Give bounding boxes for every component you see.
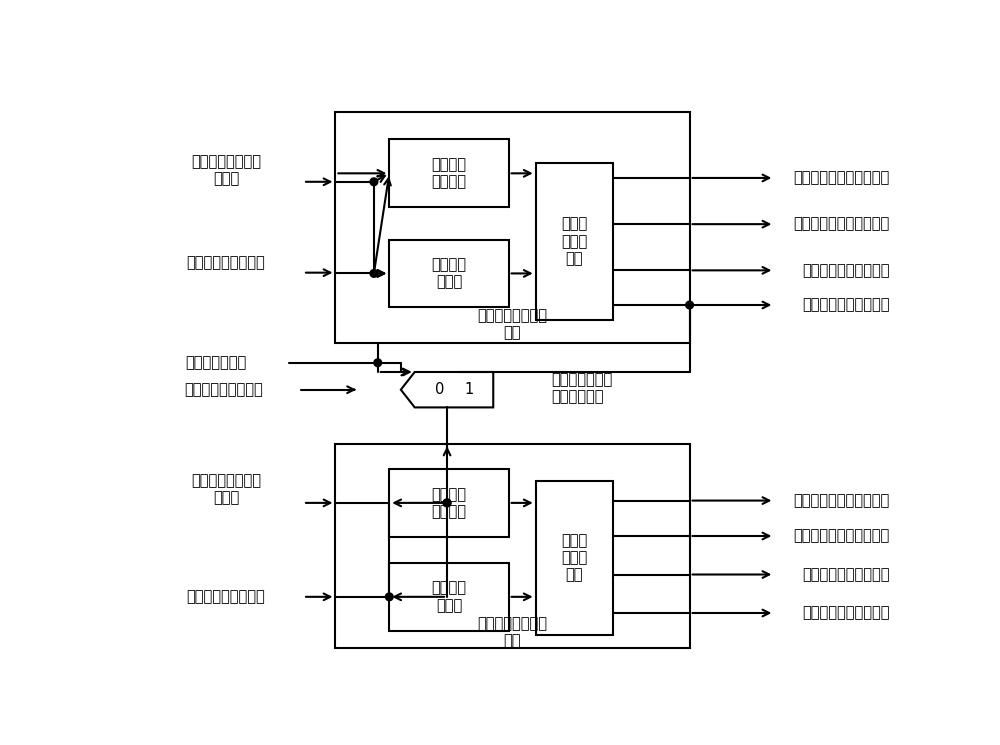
Text: 外部帧同步信号: 外部帧同步信号 [185, 355, 247, 370]
Text: 0: 0 [435, 382, 444, 397]
Text: 第二路视频像素时钟信号: 第二路视频像素时钟信号 [794, 493, 890, 508]
Circle shape [385, 593, 393, 600]
Text: 第一路视频使能信号: 第一路视频使能信号 [184, 382, 263, 397]
Bar [389, 469, 509, 536]
Bar [536, 481, 613, 635]
Text: 帧内行数
计数器: 帧内行数 计数器 [431, 257, 466, 290]
Text: 第二路视频时序产
生器: 第二路视频时序产 生器 [478, 616, 548, 648]
Text: 1: 1 [464, 382, 473, 397]
Text: 第一路视频格式参数: 第一路视频格式参数 [187, 255, 265, 270]
Text: 第一路视频行同步信号: 第一路视频行同步信号 [802, 263, 890, 278]
Bar [335, 112, 690, 343]
Circle shape [370, 178, 378, 186]
Bar [335, 443, 690, 647]
Text: 第一路视频数据有效信号: 第一路视频数据有效信号 [794, 217, 890, 232]
Circle shape [686, 301, 693, 309]
Text: 第一路视频帧同步信号: 第一路视频帧同步信号 [802, 297, 890, 312]
Text: 第二路视频像素时
钟信号: 第二路视频像素时 钟信号 [191, 473, 261, 505]
Circle shape [370, 270, 378, 277]
Bar [536, 162, 613, 320]
Circle shape [443, 499, 451, 507]
Polygon shape [401, 372, 493, 408]
Text: 帧内行数
计数器: 帧内行数 计数器 [431, 580, 466, 613]
Text: 第一路视频像素时
钟信号: 第一路视频像素时 钟信号 [191, 154, 261, 186]
Text: 第二路视频数据有效信号: 第二路视频数据有效信号 [794, 528, 890, 544]
Text: 第二路视频外同
步信号选择器: 第二路视频外同 步信号选择器 [551, 372, 612, 405]
Text: 第一路视频时序产
生器: 第一路视频时序产 生器 [478, 308, 548, 340]
Text: 行内像素
数计数器: 行内像素 数计数器 [431, 157, 466, 189]
Text: 第二路视频格式参数: 第二路视频格式参数 [187, 589, 265, 604]
Text: 行内像素
数计数器: 行内像素 数计数器 [431, 486, 466, 519]
Circle shape [374, 359, 382, 367]
Text: 视频信
号产生
电路: 视频信 号产生 电路 [561, 217, 587, 267]
Text: 第一路视频像素时钟信号: 第一路视频像素时钟信号 [794, 171, 890, 186]
Bar [389, 240, 509, 307]
Circle shape [443, 499, 451, 507]
Text: 第二路视频帧同步信号: 第二路视频帧同步信号 [802, 606, 890, 621]
Text: 视频信
号产生
电路: 视频信 号产生 电路 [561, 533, 587, 583]
Text: 第二路视频行同步信号: 第二路视频行同步信号 [802, 567, 890, 582]
Bar [389, 563, 509, 631]
Bar [389, 139, 509, 207]
